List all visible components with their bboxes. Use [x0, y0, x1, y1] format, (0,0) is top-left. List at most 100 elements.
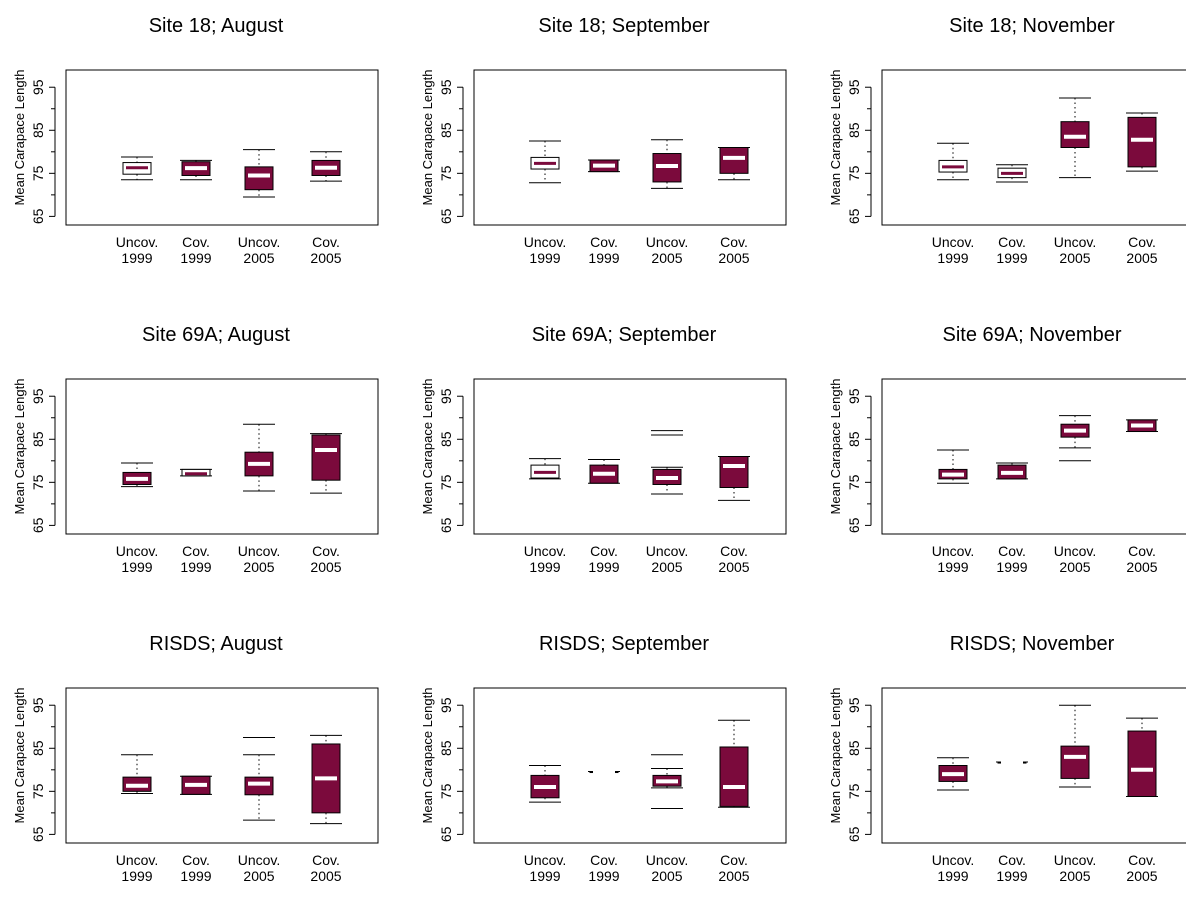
plot-frame — [473, 69, 787, 226]
x-category-label: Uncov. — [116, 852, 159, 868]
y-tick-label: 95 — [438, 388, 454, 404]
chart-title: RISDS; August — [149, 633, 283, 655]
box-mark — [718, 147, 750, 181]
x-category-label: 1999 — [588, 559, 619, 575]
box-mark — [588, 159, 620, 173]
y-tick-label: 85 — [846, 122, 862, 138]
x-category-label: Cov. — [182, 234, 210, 250]
x-category-label: 1999 — [180, 868, 211, 884]
chart-panel: Site 18; November Mean Carapace Length 65 7… — [816, 0, 1186, 295]
y-tick-label: 65 — [438, 826, 454, 842]
x-category-label: 2005 — [1126, 250, 1157, 266]
chart-svg: Site 69A; September Mean Carapace Length6… — [420, 324, 787, 575]
box-mark — [180, 775, 212, 795]
plot-frame — [65, 687, 379, 844]
x-category-label: Uncov. — [932, 234, 975, 250]
box-body — [1127, 116, 1157, 168]
chart-panel: Site 69A; August Mean Carapace Length 65 75… — [0, 309, 400, 604]
x-category-label: Cov. — [312, 234, 340, 250]
chart-title: Site 18; September — [538, 15, 710, 37]
plot-frame — [881, 69, 1186, 226]
x-category-label: 1999 — [996, 868, 1027, 884]
box-mark — [1126, 419, 1158, 433]
box-mark — [243, 754, 275, 821]
y-tick-label: 65 — [30, 826, 46, 842]
y-tick-label: 95 — [438, 697, 454, 713]
y-tick-label: 85 — [30, 122, 46, 138]
y-tick-label: 85 — [846, 431, 862, 447]
y-tick-label: 85 — [438, 431, 454, 447]
y-tick-label: 85 — [30, 740, 46, 756]
y-tick-label: 95 — [30, 697, 46, 713]
y-tick-label: 75 — [30, 165, 46, 181]
x-category-label: Cov. — [590, 543, 618, 559]
box-mark — [243, 149, 275, 198]
y-tick-label: 75 — [846, 165, 862, 181]
box-mark — [529, 765, 561, 803]
x-category-label: 2005 — [651, 868, 682, 884]
x-category-label: 2005 — [1126, 559, 1157, 575]
plot-frame — [473, 687, 787, 844]
x-category-label: 2005 — [1126, 868, 1157, 884]
y-tick-label: 65 — [30, 208, 46, 224]
x-category-label: 1999 — [996, 250, 1027, 266]
y-tick-label: 75 — [438, 783, 454, 799]
box-body — [1060, 121, 1090, 148]
chart-title: Site 69A; November — [943, 324, 1122, 346]
box-mark — [937, 142, 969, 181]
y-axis-label: Mean Carapace Length — [420, 379, 435, 515]
box-mark — [588, 769, 620, 774]
y-tick-label: 75 — [30, 783, 46, 799]
box-mark — [180, 468, 212, 477]
box-body — [1060, 745, 1090, 779]
box-mark — [243, 423, 275, 492]
x-category-label: Cov. — [1128, 234, 1156, 250]
box-mark — [588, 459, 620, 484]
chart-title: Site 18; November — [949, 15, 1115, 37]
plot-frame — [881, 687, 1186, 844]
plot-frame — [473, 378, 787, 535]
box-mark — [1126, 112, 1158, 172]
x-category-label: 1999 — [529, 250, 560, 266]
y-tick-label: 65 — [438, 517, 454, 533]
x-category-label: 1999 — [937, 250, 968, 266]
box-mark — [937, 449, 969, 484]
y-tick-label: 75 — [30, 474, 46, 490]
chart-title: Site 69A; September — [532, 324, 717, 346]
plot-frame — [881, 378, 1186, 535]
x-category-label: Uncov. — [646, 543, 689, 559]
x-category-label: Uncov. — [1054, 234, 1097, 250]
x-category-label: Cov. — [1128, 543, 1156, 559]
y-axis-label: Mean Carapace Length — [420, 70, 435, 206]
box-mark — [180, 159, 212, 181]
x-category-label: 2005 — [651, 559, 682, 575]
y-tick-label: 85 — [438, 740, 454, 756]
x-category-label: 2005 — [1059, 250, 1090, 266]
y-tick-label: 85 — [30, 431, 46, 447]
chart-panel: RISDS; August Mean Carapace Length 65 75 85 9… — [0, 618, 400, 913]
y-tick-label: 65 — [846, 517, 862, 533]
y-tick-label: 65 — [30, 517, 46, 533]
y-axis-label: Mean Carapace Length — [12, 379, 27, 515]
x-category-label: 2005 — [243, 559, 274, 575]
x-category-label: Cov. — [1128, 852, 1156, 868]
x-category-label: 1999 — [937, 868, 968, 884]
x-category-label: 1999 — [180, 559, 211, 575]
x-category-label: Uncov. — [116, 543, 159, 559]
x-category-label: Cov. — [590, 234, 618, 250]
x-category-label: Cov. — [998, 543, 1026, 559]
x-category-label: 1999 — [180, 250, 211, 266]
x-category-label: Uncov. — [524, 543, 567, 559]
y-tick-label: 95 — [846, 388, 862, 404]
box-mark — [718, 719, 750, 808]
box-mark — [651, 139, 683, 189]
box-mark — [121, 754, 153, 794]
x-category-label: Uncov. — [524, 852, 567, 868]
box-mark — [1059, 97, 1091, 179]
y-tick-label: 85 — [846, 740, 862, 756]
x-category-label: 2005 — [718, 868, 749, 884]
y-tick-label: 65 — [846, 208, 862, 224]
